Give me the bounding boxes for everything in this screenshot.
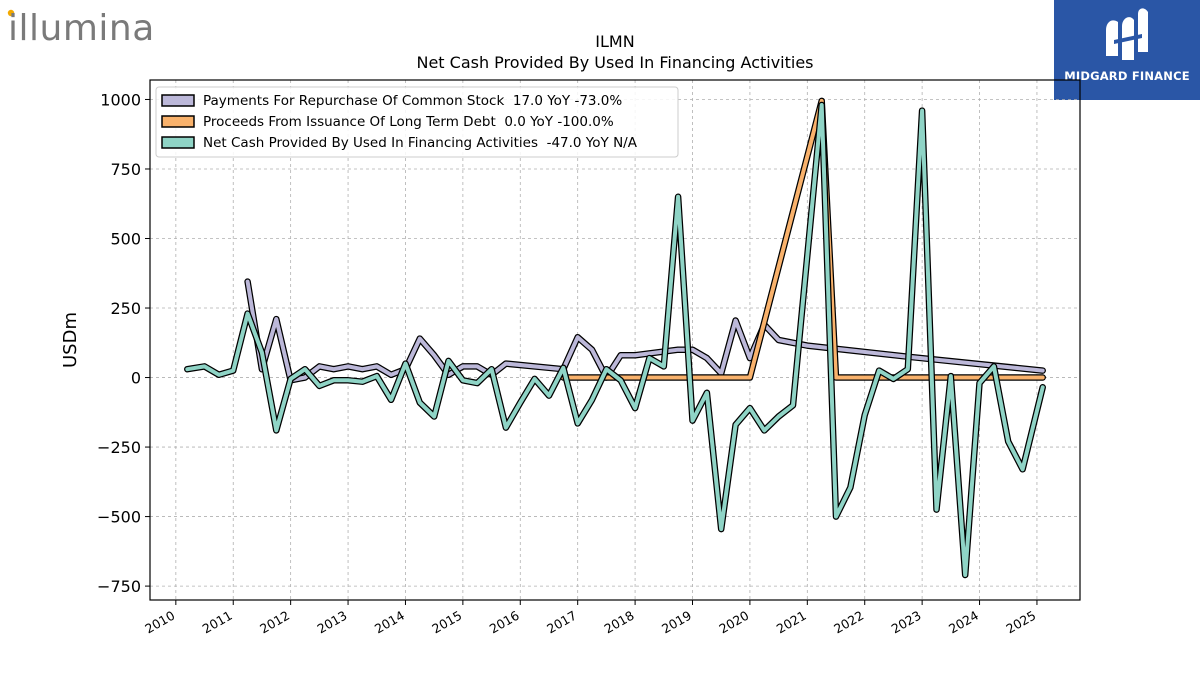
illumina-logo-text: illumina — [8, 8, 155, 46]
chart-subtitle: Net Cash Provided By Used In Financing A… — [416, 53, 813, 72]
x-tick-label: 2023 — [889, 608, 924, 637]
y-tick-label: 0 — [131, 369, 141, 388]
x-tick-label: 2013 — [315, 608, 350, 637]
x-tick-label: 2024 — [946, 608, 981, 637]
x-tick-label: 2014 — [372, 608, 407, 637]
x-tick-label: 2020 — [716, 608, 751, 637]
series-layer — [184, 97, 1046, 579]
y-tick-label: 500 — [110, 230, 141, 249]
illumina-logo-dot — [7, 9, 15, 17]
illumina-logo: illumina — [6, 2, 176, 50]
x-tick-label: 2025 — [1003, 608, 1038, 637]
y-tick-label: −500 — [97, 508, 141, 527]
x-tick-label: 2012 — [257, 608, 292, 637]
y-tick-label: −750 — [97, 577, 141, 596]
x-tick-label: 2016 — [487, 608, 522, 637]
x-tick-label: 2019 — [659, 608, 694, 637]
y-tick-label: 1000 — [100, 90, 141, 109]
grid-lines — [150, 80, 1080, 600]
midgard-emblem-icon — [1106, 8, 1148, 60]
x-tick-label: 2011 — [200, 608, 235, 637]
legend-label: Proceeds From Issuance Of Long Term Debt… — [203, 114, 614, 130]
series-line-outline — [184, 101, 1046, 579]
x-tick-label: 2010 — [142, 608, 177, 637]
chart-title: ILMN — [595, 32, 634, 51]
legend-box — [155, 86, 679, 158]
x-tick-label: 2021 — [774, 608, 809, 637]
x-tick-label: 2022 — [831, 608, 866, 637]
series-line — [185, 103, 1045, 577]
x-tick-label: 2018 — [602, 608, 637, 637]
plot-frame — [149, 79, 1081, 601]
y-tick-label: 250 — [110, 299, 141, 318]
legend-label: Payments For Repurchase Of Common Stock … — [203, 93, 622, 109]
legend: Payments For Repurchase Of Common Stock … — [155, 86, 679, 158]
legend-swatch — [161, 94, 195, 107]
series-3 — [184, 101, 1046, 579]
y-tick-label: 750 — [110, 160, 141, 179]
y-tick-label: −250 — [97, 438, 141, 457]
legend-swatch — [161, 136, 195, 149]
legend-swatch — [161, 115, 195, 128]
y-axis-label: USDm — [60, 312, 81, 368]
midgard-finance-logo: MIDGARD FINANCE — [1054, 0, 1200, 100]
x-axis: 2010 2011 2012 2013 2014 2015 2016 2017 2018 2019… — [142, 600, 1038, 637]
x-tick-label: 2017 — [544, 608, 579, 637]
midgard-finance-logo-text: MIDGARD FINANCE — [1064, 69, 1190, 83]
x-tick-label: 2015 — [429, 608, 464, 637]
series-1 — [244, 278, 1046, 384]
y-axis: 1000 750 500 250 0 −250 −500 −750 — [97, 90, 150, 596]
legend-label: Net Cash Provided By Used In Financing A… — [203, 135, 638, 151]
series-line — [245, 279, 1045, 383]
